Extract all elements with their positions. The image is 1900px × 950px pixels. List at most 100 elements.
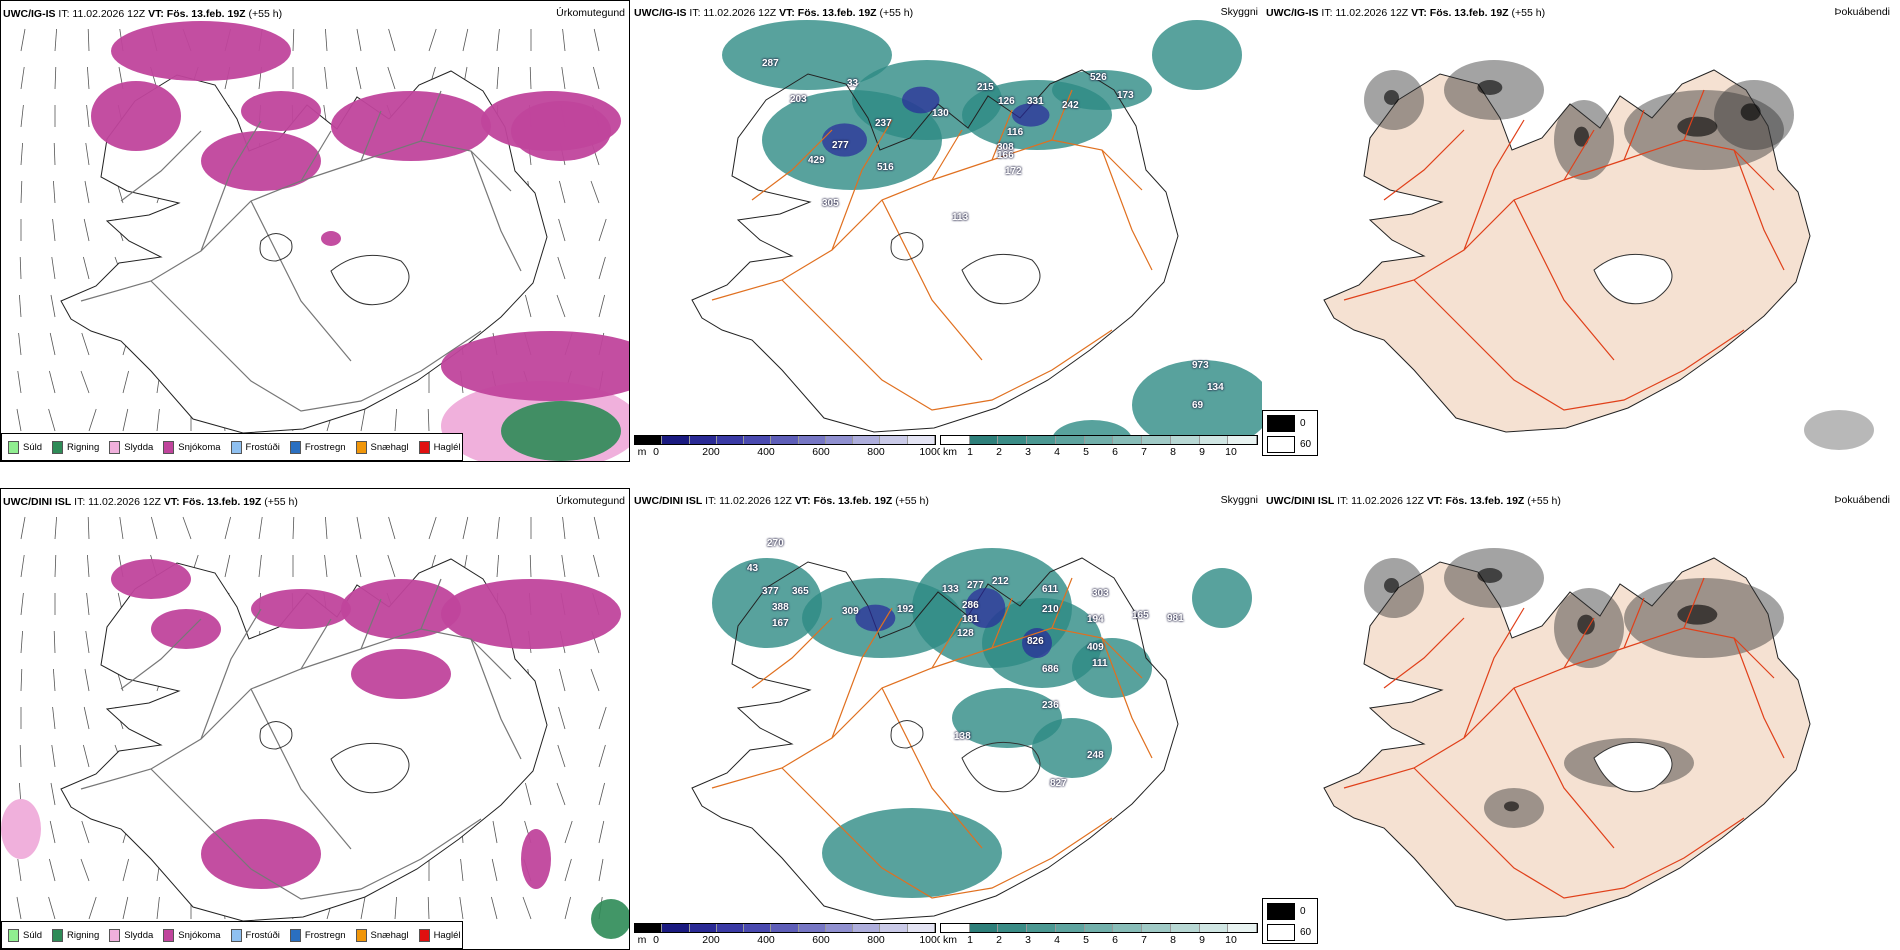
legend-label: Haglél xyxy=(433,441,461,453)
legend-swatch xyxy=(1267,436,1295,453)
legend-label: Snæhagl xyxy=(370,929,409,941)
legend-item: Frostúði xyxy=(230,440,280,454)
wind-barb xyxy=(83,744,90,768)
field-area xyxy=(1072,638,1152,698)
wind-barb xyxy=(84,180,90,204)
colorbar-tick: 4 xyxy=(1054,446,1060,458)
field-area xyxy=(902,86,940,114)
wind-barb xyxy=(49,858,56,882)
colorbar-tick: 200 xyxy=(702,934,720,946)
wind-barb xyxy=(427,408,430,432)
colorbar-tick: 600 xyxy=(812,446,830,458)
field-area xyxy=(251,589,351,629)
wind-barb xyxy=(388,28,396,52)
colorbar-tick: 6 xyxy=(1112,446,1118,458)
precip-type-legend: Súld Rigning Slydda Snjókoma Frostúði Frostre… xyxy=(1,921,463,949)
colorbar-tick: 1 xyxy=(967,934,973,946)
wind-barb xyxy=(564,858,572,882)
field-area xyxy=(722,20,892,90)
fog-index-legend: 0 60 xyxy=(1262,410,1318,456)
legend-swatch xyxy=(355,440,367,454)
wind-barb xyxy=(20,142,23,166)
colorbar-tick: 10 xyxy=(1225,934,1237,946)
wind-barb xyxy=(557,256,566,280)
wind-barb xyxy=(20,668,23,692)
legend-swatch xyxy=(52,440,64,454)
wind-barb xyxy=(85,142,90,166)
wind-barb xyxy=(54,516,57,540)
field-area xyxy=(1574,126,1589,147)
wind-barb xyxy=(394,408,397,432)
wind-barb xyxy=(52,218,56,242)
legend-swatch xyxy=(109,440,121,454)
wind-barb xyxy=(557,744,566,768)
wind-barb xyxy=(16,896,22,920)
wind-barb xyxy=(20,180,23,204)
ceiling-value-label: 331 xyxy=(1027,96,1044,107)
wind-barb xyxy=(81,332,90,356)
wind-barb xyxy=(87,554,90,578)
wind-barb xyxy=(52,706,56,730)
ceiling-value-label: 303 xyxy=(1092,588,1109,599)
ceiling-value-label: 526 xyxy=(1090,72,1107,83)
wind-barb xyxy=(428,516,437,540)
colorbar-tick: 8 xyxy=(1170,934,1176,946)
legend-item: Haglél xyxy=(418,928,461,942)
wind-barb xyxy=(529,66,532,90)
wind-barb xyxy=(427,896,430,920)
field-area xyxy=(1740,103,1761,121)
wind-barb xyxy=(86,104,90,128)
field-area xyxy=(1577,614,1595,635)
wind-barb xyxy=(53,668,56,692)
valid-time: VT: Fös. 13.feb. 19Z xyxy=(163,496,262,508)
fog-panel-ig: UWC/IG-IS IT: 11.02.2026 12Z VT: Fös. 13… xyxy=(1264,0,1894,462)
lead-time: (+55 h) xyxy=(1511,7,1546,19)
colorbar-unit: m xyxy=(637,934,647,946)
wind-barb xyxy=(50,294,56,318)
panel-header: UWC/DINI ISL IT: 11.02.2026 12Z VT: Fös.… xyxy=(634,495,929,507)
wind-barb xyxy=(496,554,499,578)
visibility-colorbar: km 1 2 3 4 5 6 7 8 9 10 xyxy=(940,435,1258,461)
ceiling-value-label: 236 xyxy=(1042,700,1059,711)
wind-barb xyxy=(355,66,362,90)
model-name: UWC/DINI ISL xyxy=(3,496,72,508)
legend-label: Frostregn xyxy=(304,929,346,941)
wind-barb xyxy=(83,218,90,242)
ceiling-value-label: 973 xyxy=(1192,360,1209,371)
wind-barb xyxy=(119,516,124,540)
legend-label: Frostúði xyxy=(245,441,280,453)
panel-header: UWC/DINI ISL IT: 11.02.2026 12Z VT: Fös.… xyxy=(3,496,298,508)
field-area xyxy=(111,559,191,599)
colorbar-unit: km xyxy=(943,446,957,458)
wind-barb xyxy=(388,516,396,540)
wind-barb xyxy=(525,294,532,318)
legend-label: Frostregn xyxy=(304,441,346,453)
wind-barb xyxy=(590,180,600,204)
wind-barb xyxy=(20,516,26,540)
wind-barb xyxy=(19,256,22,280)
colorbar-unit: m xyxy=(637,446,647,458)
field-area xyxy=(1012,103,1050,127)
legend-label: Slydda xyxy=(124,441,154,453)
ceiling-value-label: 130 xyxy=(932,108,949,119)
legend-swatch xyxy=(1267,415,1295,432)
field-area xyxy=(441,331,629,401)
colorbar-tick: 600 xyxy=(812,934,830,946)
ceiling-value-label: 128 xyxy=(957,628,974,639)
fog-index-legend: 0 60 xyxy=(1262,898,1318,944)
wind-barb xyxy=(562,516,566,540)
legend-swatch xyxy=(289,928,301,942)
ceiling-value-label: 167 xyxy=(772,618,789,629)
colorbar-tick: 800 xyxy=(867,446,885,458)
legend-label: Súld xyxy=(23,441,43,453)
wind-barb xyxy=(360,896,366,920)
ceiling-value-label: 166 xyxy=(997,150,1014,161)
ceiling-value-label: 111 xyxy=(1092,658,1108,669)
ceiling-value-label: 194 xyxy=(1087,614,1104,625)
wind-barb xyxy=(20,554,25,578)
panel-header: UWC/IG-IS IT: 11.02.2026 12Z VT: Fös. 13… xyxy=(634,7,913,19)
colorbar-tick: 0 xyxy=(653,934,659,946)
field-area xyxy=(351,649,451,699)
colorbar-tick: 2 xyxy=(996,446,1002,458)
ceiling-value-label: 192 xyxy=(897,604,914,615)
